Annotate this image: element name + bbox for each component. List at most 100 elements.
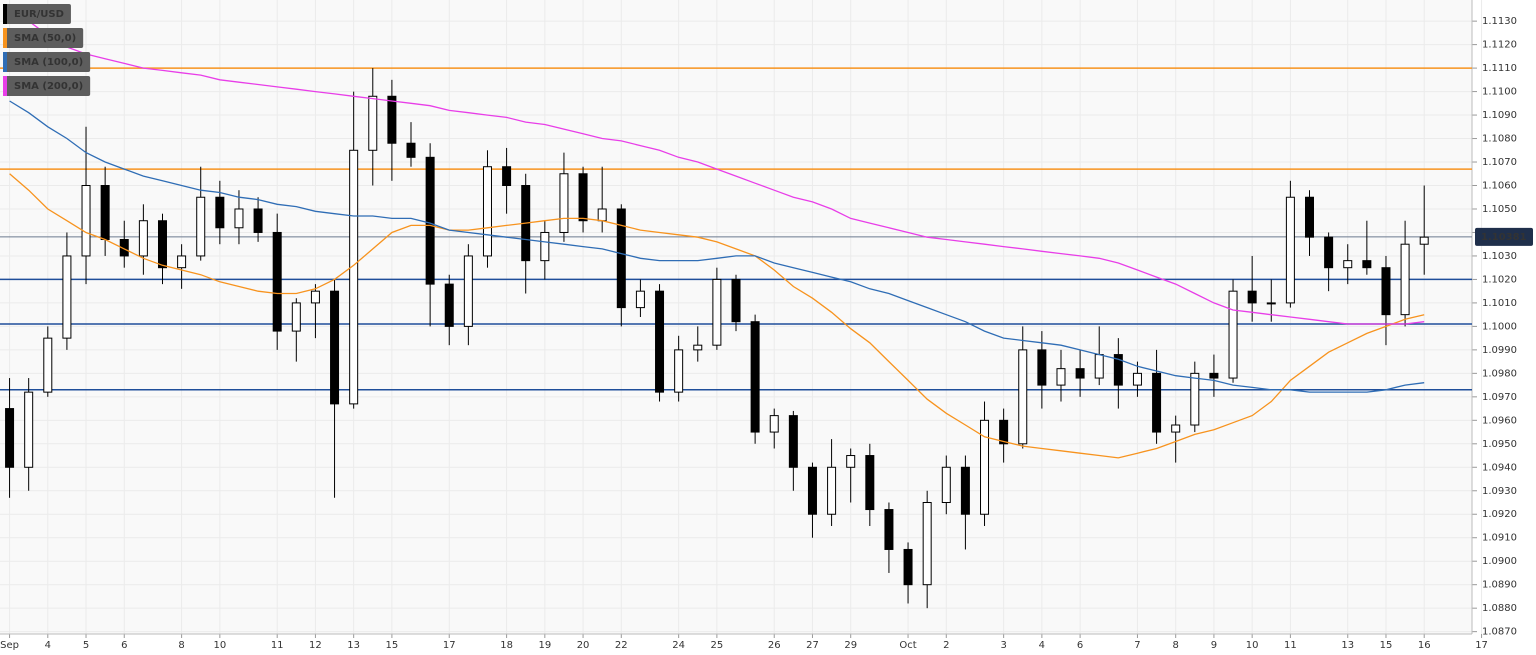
candle-body — [5, 408, 15, 468]
candle-body — [922, 502, 932, 586]
legend-item: SMA (100,0) — [3, 52, 91, 72]
candle-body — [827, 466, 837, 515]
candle-body — [1381, 267, 1391, 316]
candle-body — [712, 278, 722, 346]
x-tick-label: 4 — [45, 640, 51, 651]
candle-body — [540, 231, 550, 262]
candle-body — [1171, 424, 1181, 433]
x-tick-label: Sep — [0, 640, 19, 651]
candle-body — [731, 278, 741, 323]
candle-body — [655, 290, 665, 393]
candle-body — [330, 290, 340, 405]
y-tick-label: 1.0950 — [1482, 439, 1517, 450]
candle-body — [100, 185, 110, 241]
y-tick-label: 1.1070 — [1482, 157, 1517, 168]
x-tick-label: 5 — [83, 640, 89, 651]
legend-item: SMA (50,0) — [3, 28, 84, 48]
candle-body — [846, 455, 856, 468]
candle-body — [1037, 349, 1047, 386]
candle-body — [215, 196, 225, 229]
x-tick-label: 19 — [538, 640, 551, 651]
last-price-tag — [1475, 227, 1533, 246]
candle-body — [1209, 372, 1219, 379]
candle-body — [1419, 236, 1429, 245]
candle-body — [1152, 372, 1162, 433]
y-tick-label: 1.1000 — [1482, 321, 1517, 332]
x-tick-label: 9 — [1211, 640, 1217, 651]
candle-body — [62, 255, 72, 339]
candle-body — [310, 290, 320, 304]
x-tick-label: Oct — [899, 640, 916, 651]
candle-body — [903, 548, 913, 586]
x-tick-label: 16 — [1418, 640, 1431, 651]
x-tick-label: 10 — [213, 640, 226, 651]
candle-body — [941, 466, 951, 504]
candle-body — [1018, 349, 1028, 445]
candle-body — [750, 321, 760, 433]
candle-body — [482, 166, 492, 257]
y-tick-label: 1.0900 — [1482, 556, 1517, 567]
y-tick-label: 1.1090 — [1482, 110, 1517, 121]
candle-body — [138, 220, 148, 257]
candle-body — [1324, 236, 1334, 269]
candle-body — [43, 337, 53, 393]
candle-body — [769, 415, 779, 433]
x-tick-label: 13 — [1341, 640, 1354, 651]
x-tick-label: 8 — [1173, 640, 1179, 651]
legend-label: EUR/USD — [14, 9, 64, 20]
candle-body — [425, 156, 435, 285]
x-tick-label: 13 — [347, 640, 360, 651]
sma-line — [9, 173, 1425, 459]
x-tick-label: 24 — [672, 640, 685, 651]
legend-label: SMA (50,0) — [14, 33, 76, 44]
candle-body — [406, 142, 416, 158]
legend-swatch — [3, 28, 7, 48]
x-tick-label: 22 — [615, 640, 628, 651]
candle-body — [1113, 354, 1123, 386]
y-tick-label: 1.1050 — [1482, 204, 1517, 215]
x-tick-label: 15 — [386, 640, 399, 651]
y-tick-label: 1.0980 — [1482, 368, 1517, 379]
legend-item: SMA (200,0) — [3, 76, 91, 96]
candle-body — [616, 208, 626, 309]
candle-body — [119, 239, 129, 257]
candle-body — [674, 349, 684, 393]
y-tick-label: 1.0970 — [1482, 392, 1517, 403]
candle-body — [253, 208, 263, 233]
candle-body — [1247, 290, 1257, 304]
candle-body — [1132, 372, 1142, 386]
candle-body — [368, 95, 378, 151]
x-tick-label: 26 — [768, 640, 781, 651]
x-tick-label: 3 — [1000, 640, 1006, 651]
y-tick-label: 1.1100 — [1482, 87, 1517, 98]
legend-swatch — [3, 4, 7, 24]
candle-body — [177, 255, 187, 269]
candle-body — [1266, 302, 1276, 305]
candle-body — [635, 290, 645, 309]
legend-box — [3, 4, 71, 24]
y-tick-label: 1.0880 — [1482, 603, 1517, 614]
y-tick-label: 1.1130 — [1482, 16, 1517, 27]
y-tick-label: 1.0920 — [1482, 509, 1517, 520]
y-tick-label: 1.0940 — [1482, 462, 1517, 473]
candle-body — [387, 95, 397, 144]
candle-body — [1285, 196, 1295, 304]
candle-body — [463, 255, 473, 327]
candle-body — [1056, 368, 1066, 386]
x-tick-label: 17 — [1475, 640, 1488, 651]
x-tick-label: 12 — [309, 640, 322, 651]
last-price-label: 1.10381 — [1481, 232, 1527, 243]
candle-body — [597, 208, 607, 222]
candle-body — [788, 415, 798, 468]
sma-line — [9, 6, 1425, 325]
candle-body — [234, 208, 244, 229]
x-tick-label: 25 — [711, 640, 724, 651]
y-tick-label: 1.1110 — [1482, 63, 1517, 74]
candle-body — [502, 166, 512, 187]
candle-body — [1228, 290, 1238, 379]
y-tick-label: 1.1080 — [1482, 134, 1517, 145]
candle-body — [559, 173, 569, 233]
x-tick-label: 10 — [1246, 640, 1259, 651]
